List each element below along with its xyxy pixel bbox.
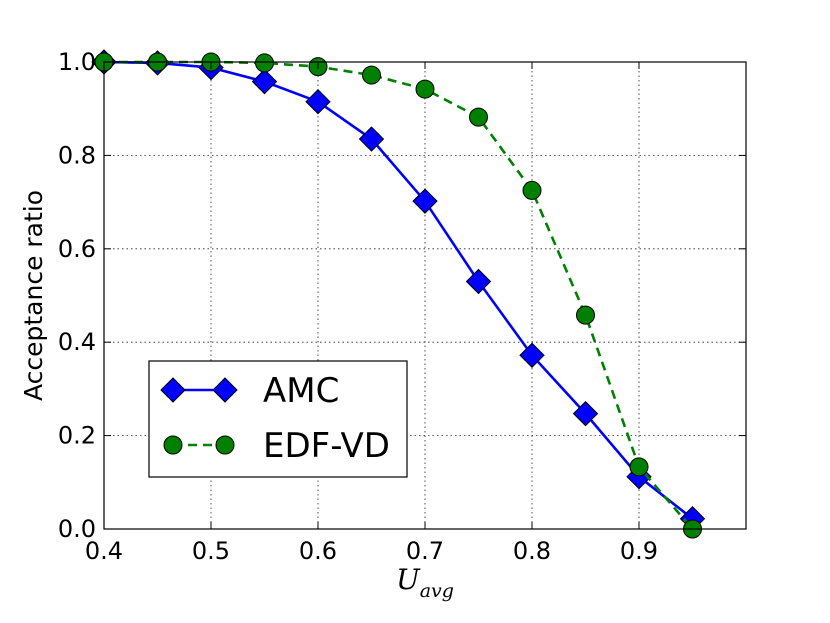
data-point-amc [251,68,278,95]
data-point-edf-vd [522,180,542,200]
y-tick-label: 0.0 [58,515,96,543]
ticks: 0.4 0.5 0.6 0.7 0.8 0.9 0.0 0.2 0.4 0.6 0.8 1.0 [58,48,746,565]
y-tick-label: 0.6 [58,235,96,263]
legend-label: AMC [263,371,339,411]
legend-item-edf-vd: EDF-VD [163,426,390,466]
data-point-edf-vd [362,65,381,85]
x-axis-label-main: U [396,563,421,596]
data-point-edf-vd [415,79,435,99]
data-point-edf-vd [469,107,488,127]
y-axis-label: Acceptance ratio [19,190,48,401]
x-tick-label: 0.7 [406,537,444,565]
x-axis-label: Uavg [396,563,454,602]
data-point-edf-vd [629,457,649,477]
y-tick-label: 0.8 [58,141,96,169]
legend-box [148,360,408,478]
x-axis-label-subscript: avg [420,580,454,602]
x-tick-label: 0.4 [85,537,123,565]
data-point-edf-vd [576,305,595,325]
legend-marker [163,435,183,455]
y-tick-label: 0.4 [58,328,96,356]
data-point-amc [519,342,545,368]
x-tick-label: 0.8 [513,537,551,565]
y-tick-label: 0.2 [58,422,96,450]
legend-marker [212,377,238,403]
x-tick-label: 0.9 [620,537,658,565]
grid [104,62,746,529]
data-point-amc [465,268,492,295]
y-tick-label: 1.0 [58,48,96,76]
data-point-amc [412,188,438,214]
legend-item-amc: AMC [160,371,339,411]
data-point-edf-vd [255,53,274,73]
legend: AMC EDF-VD [148,360,408,478]
data-point-amc [305,88,331,115]
legend-marker [215,435,235,455]
legend-marker [160,377,186,403]
legend-label: EDF-VD [263,426,390,466]
x-tick-label: 0.5 [192,537,230,565]
data-point-amc [358,126,385,152]
data-point-amc [572,400,599,427]
x-tick-label: 0.6 [299,537,337,565]
